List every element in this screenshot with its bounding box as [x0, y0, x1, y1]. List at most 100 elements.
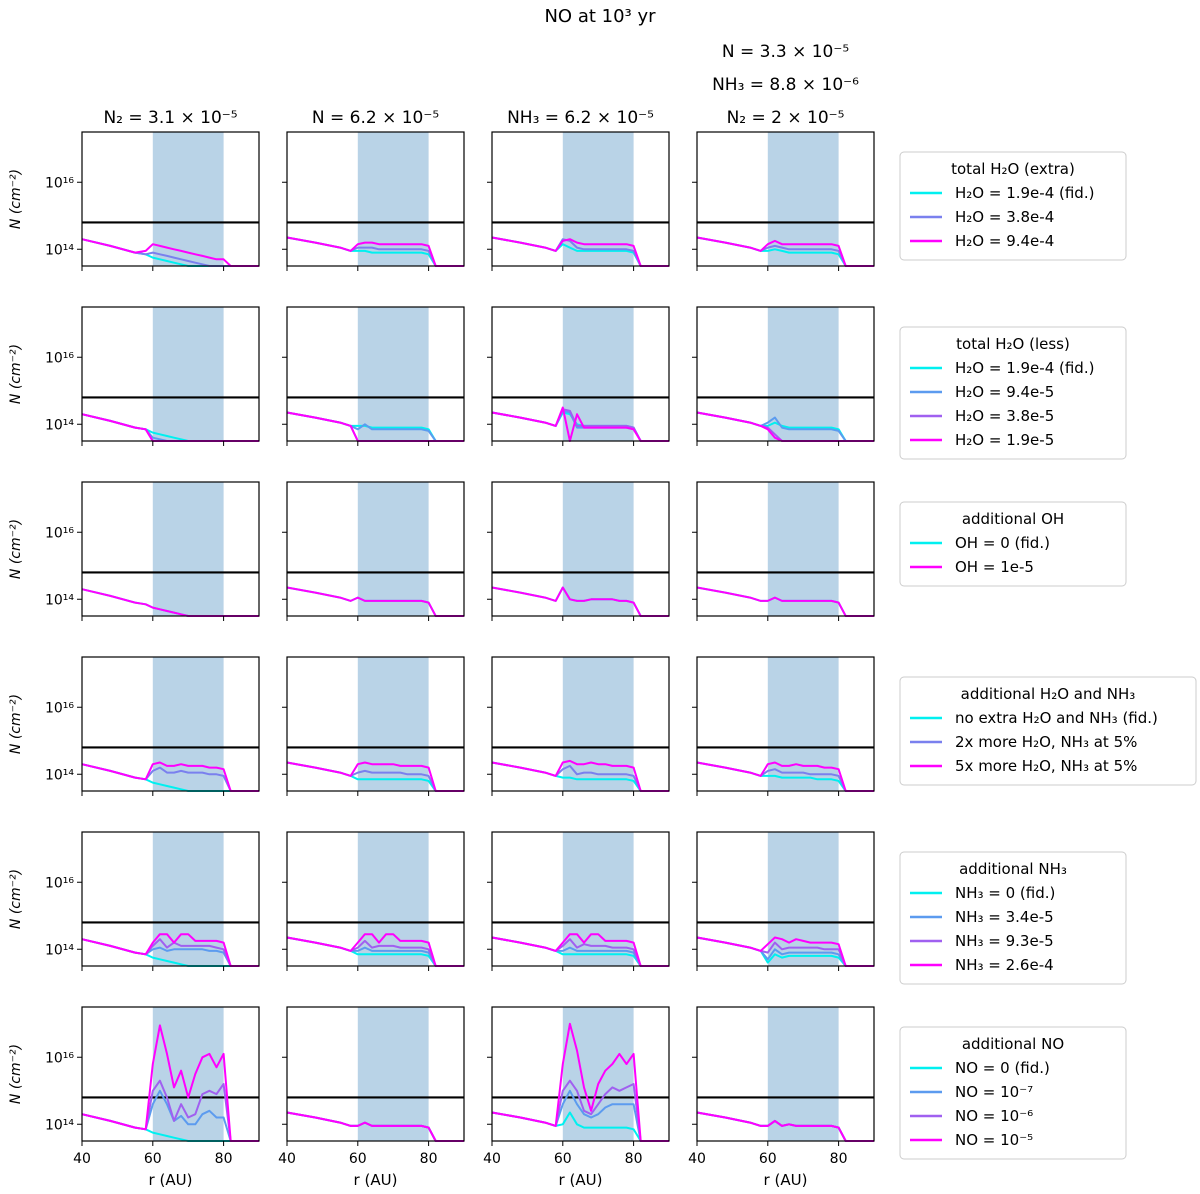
shaded-region	[767, 657, 839, 791]
axes-frame	[491, 481, 670, 617]
legend-title: additional H₂O and NH₃	[961, 685, 1136, 703]
y-tick-label: 10¹⁶	[45, 350, 74, 366]
legend: total H₂O (extra) H₂O = 1.9e-4 (fid.) H₂O …	[899, 151, 1127, 261]
legend: total H₂O (less) H₂O = 1.9e-4 (fid.) H₂O =…	[899, 326, 1127, 460]
legend-box	[899, 326, 1127, 460]
axes-frame	[286, 131, 465, 267]
shaded-region	[562, 657, 634, 791]
y-tick-label: 10¹⁴	[45, 417, 74, 433]
shaded-region	[767, 1007, 839, 1141]
panel-grid: N (cm⁻²) 10¹⁴ 10¹⁶ N (cm⁻²) 10¹⁴ 10¹⁶ N (cm⁻²)…	[8, 131, 875, 1146]
column-title: N₂ = 2 × 10⁻⁵	[727, 108, 845, 128]
y-tick-label: 10¹⁴	[45, 1117, 74, 1133]
legend-entry: NO = 0 (fid.)	[955, 1059, 1050, 1077]
legend-entry: NH₃ = 2.6e-4	[955, 956, 1054, 974]
x-tick-label: 40	[688, 1151, 706, 1167]
subplot	[487, 656, 670, 796]
y-axis-label: N (cm⁻²)	[8, 169, 24, 229]
axes-frame	[286, 656, 465, 792]
y-axis-label: N (cm⁻²)	[8, 519, 24, 579]
axes-frame	[286, 831, 465, 967]
y-tick-label: 10¹⁴	[45, 242, 74, 258]
subplot	[282, 306, 465, 446]
legend-entry: NH₃ = 9.3e-5	[955, 932, 1054, 950]
subplot: 10¹⁴ 10¹⁶	[45, 131, 260, 271]
legend-entry: no extra H₂O and NH₃ (fid.)	[955, 709, 1158, 727]
legend-entry: 2x more H₂O, NH₃ at 5%	[955, 733, 1137, 751]
legend-entry: H₂O = 9.4e-4	[955, 232, 1054, 250]
legend-entry: H₂O = 3.8e-5	[955, 407, 1054, 425]
y-tick-label: 10¹⁶	[45, 525, 74, 541]
axes-frame	[286, 306, 465, 442]
legend-box	[899, 151, 1127, 261]
shaded-region	[357, 657, 429, 791]
shaded-region	[357, 307, 429, 441]
axes-frame	[491, 1006, 670, 1142]
legend-box	[899, 1026, 1127, 1160]
y-tick-label: 10¹⁴	[45, 942, 74, 958]
axes-frame	[81, 831, 260, 967]
x-tick-label: 80	[215, 1151, 233, 1167]
column-title: N₂ = 3.1 × 10⁻⁵	[103, 108, 237, 128]
x-tick-label: 60	[759, 1151, 777, 1167]
axes-frame	[696, 131, 875, 267]
axes-frame	[491, 656, 670, 792]
column-title: NH₃ = 6.2 × 10⁻⁵	[507, 108, 654, 128]
legend-entry: H₂O = 1.9e-4 (fid.)	[955, 184, 1094, 202]
y-tick-label: 10¹⁴	[45, 592, 74, 608]
axes-frame	[81, 306, 260, 442]
axes-frame	[491, 131, 670, 267]
legend-title: total H₂O (extra)	[951, 160, 1075, 178]
x-axis-label: r (AU)	[354, 1171, 398, 1189]
legend-entry: NO = 10⁻⁶	[955, 1107, 1033, 1125]
x-axis-label: r (AU)	[149, 1171, 193, 1189]
column-title: N = 3.3 × 10⁻⁵	[722, 42, 849, 62]
legend-entry: H₂O = 1.9e-5	[955, 431, 1054, 449]
legend: additional NH₃ NH₃ = 0 (fid.) NH₃ = 3.4e-5…	[899, 851, 1127, 985]
legend-box	[899, 676, 1197, 786]
legend-entry: H₂O = 1.9e-4 (fid.)	[955, 359, 1094, 377]
subplot	[692, 656, 875, 796]
axes-frame	[696, 656, 875, 792]
x-tick-label: 80	[420, 1151, 438, 1167]
shaded-region	[562, 482, 634, 616]
axes-frame	[81, 481, 260, 617]
subplot	[282, 831, 465, 971]
x-tick-label: 40	[278, 1151, 296, 1167]
subplot	[487, 1006, 670, 1146]
axes-frame	[81, 656, 260, 792]
subplot	[487, 131, 670, 271]
column-title: NH₃ = 8.8 × 10⁻⁶	[712, 75, 859, 95]
subplot	[692, 131, 875, 271]
shaded-region	[152, 657, 224, 791]
legends: total H₂O (extra) H₂O = 1.9e-4 (fid.) H₂O …	[899, 151, 1197, 1160]
y-tick-label: 10¹⁶	[45, 875, 74, 891]
legend-entry: NH₃ = 3.4e-5	[955, 908, 1054, 926]
x-tick-label: 60	[144, 1151, 162, 1167]
subplot: 10¹⁴ 10¹⁶	[45, 656, 260, 796]
subplot	[282, 656, 465, 796]
shaded-region	[357, 832, 429, 966]
legend-entry: H₂O = 3.8e-4	[955, 208, 1054, 226]
legend: additional NO NO = 0 (fid.) NO = 10⁻⁷ NO = …	[899, 1026, 1127, 1160]
shaded-region	[767, 482, 839, 616]
legend-entry: 5x more H₂O, NH₃ at 5%	[955, 757, 1137, 775]
x-tick-label: 40	[73, 1151, 91, 1167]
axes-frame	[696, 1006, 875, 1142]
x-axis-label: r (AU)	[764, 1171, 808, 1189]
legend-entry: OH = 1e-5	[955, 558, 1034, 576]
figure-title: NO at 10³ yr	[544, 6, 656, 27]
legend-box	[899, 851, 1127, 985]
x-tick-label: 80	[625, 1151, 643, 1167]
legend-title: additional NO	[962, 1035, 1064, 1053]
x-tick-label: 80	[830, 1151, 848, 1167]
legend: additional H₂O and NH₃ no extra H₂O and N…	[899, 676, 1197, 786]
subplot	[692, 306, 875, 446]
legend-entry: NO = 10⁻⁷	[955, 1083, 1033, 1101]
shaded-region	[767, 832, 839, 966]
shaded-region	[152, 307, 224, 441]
legend-title: additional NH₃	[959, 860, 1067, 878]
subplot	[692, 1006, 875, 1146]
axes-frame	[286, 1006, 465, 1142]
